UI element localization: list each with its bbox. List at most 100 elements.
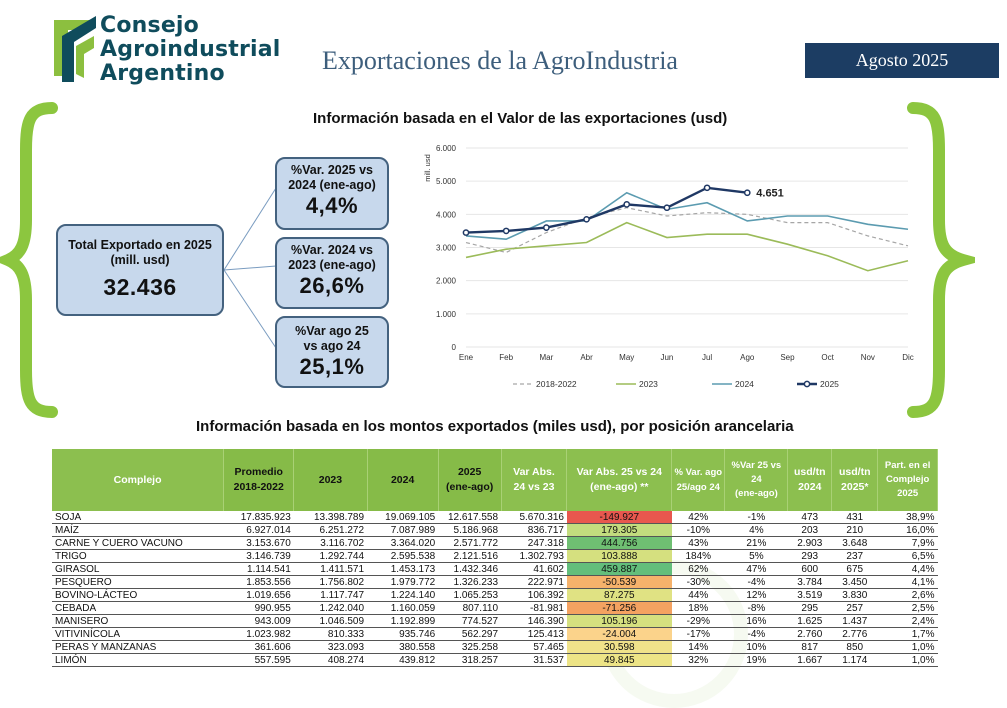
- col-varago: % Var. ago 25/ago 24: [671, 449, 726, 511]
- table-row: LIMÓN 557.595 408.274 439.812 318.257 31.537 4…: [52, 653, 938, 667]
- cell-tn24: 293: [787, 549, 832, 563]
- x-tick-label: Dic: [902, 353, 914, 362]
- col-varabs25: Var Abs. 25 vs 24 (ene-ago) **: [566, 449, 673, 511]
- table-row: CARNE Y CUERO VACUNO 3.153.670 3.116.702 3.…: [52, 536, 938, 550]
- table-row: CEBADA 990.955 1.242.040 1.160.059 807.110 -8…: [52, 601, 938, 615]
- cell-vago: 32%: [671, 653, 725, 667]
- cell-prom: 6.927.014: [223, 523, 294, 537]
- cell-tn24: 295: [787, 601, 832, 615]
- cell-prom: 361.606: [223, 640, 294, 654]
- cell-tn24: 2.760: [787, 627, 832, 641]
- cell-vago: 18%: [671, 601, 725, 615]
- cell-va25: 103.888: [566, 549, 672, 563]
- cell-va25: -50.539: [566, 575, 672, 589]
- cell-va25: 49.845: [566, 653, 672, 667]
- cell-y24: 19.069.105: [367, 511, 439, 524]
- var-2025-card: %Var. 2025 vs 2024 (ene-ago) 4,4%: [275, 157, 389, 230]
- y-tick-label: 0: [452, 343, 457, 352]
- cell-va25: 30.598: [566, 640, 672, 654]
- x-tick-label: Oct: [821, 353, 834, 362]
- cell-tn25: 1.174: [831, 653, 878, 667]
- cell-va25: -71.256: [566, 601, 672, 615]
- table-row: TRIGO 3.146.739 1.292.744 2.595.538 2.121.51…: [52, 549, 938, 563]
- data-label-2025-ago: 4.651: [756, 188, 784, 200]
- cell-tn25: 210: [831, 523, 878, 537]
- cell-y25: 318.257: [438, 653, 502, 667]
- table-row: SOJA 17.835.923 13.398.789 19.069.105 12.617…: [52, 511, 938, 524]
- var-aug-label-2: vs ago 24: [303, 339, 361, 353]
- total-value: 32.436: [103, 274, 177, 300]
- var-aug-card: %Var ago 25 vs ago 24 25,1%: [275, 316, 389, 388]
- cell-part: 4,1%: [877, 575, 938, 589]
- cell-y24: 935.746: [367, 627, 439, 641]
- x-tick-label: Abr: [580, 353, 593, 362]
- cell-vago: 14%: [671, 640, 725, 654]
- connector-lines: [223, 187, 277, 349]
- series-2025-point: [583, 215, 590, 223]
- cell-name: MAÍZ: [52, 523, 224, 537]
- cell-vago: -10%: [671, 523, 725, 537]
- cell-v2524: 21%: [724, 536, 788, 550]
- logo-mark-icon: [54, 16, 96, 82]
- cell-vago: 43%: [671, 536, 725, 550]
- section-tariff-title: Información basada en los montos exporta…: [196, 418, 794, 435]
- cell-y24: 380.558: [367, 640, 439, 654]
- table-row: PERAS Y MANZANAS 361.606 323.093 380.558 325…: [52, 640, 938, 654]
- y-tick-label: 6.000: [436, 144, 457, 153]
- x-tick-label: Jul: [702, 353, 712, 362]
- cell-prom: 1.853.556: [223, 575, 294, 589]
- cell-y25: 2.571.772: [438, 536, 502, 550]
- cell-y25: 807.110: [438, 601, 502, 615]
- cell-vago: -30%: [671, 575, 725, 589]
- col-2023: 2023: [293, 449, 368, 511]
- cell-y23: 3.116.702: [293, 536, 368, 550]
- table-row: BOVINO-LÁCTEO 1.019.656 1.117.747 1.224.140…: [52, 588, 938, 602]
- col-promedio: Promedio 2018-2022: [223, 449, 295, 511]
- cell-v2524: -4%: [724, 575, 788, 589]
- cell-part: 1,0%: [877, 653, 938, 667]
- cell-va25: 444.756: [566, 536, 672, 550]
- cell-tn25: 850: [831, 640, 878, 654]
- cell-va: 1.302.793: [501, 549, 567, 563]
- cell-v2524: -8%: [724, 601, 788, 615]
- total-label: Total Exportado en 2025: [68, 238, 212, 252]
- cell-prom: 3.153.670: [223, 536, 294, 550]
- cell-y23: 1.046.509: [293, 614, 368, 628]
- col-usdtn25: usd/tn 2025*: [831, 449, 879, 511]
- cell-va25: 459.887: [566, 562, 672, 576]
- series-2025-point: [703, 184, 711, 192]
- cell-y25: 1.432.346: [438, 562, 502, 576]
- legend-marker-2025: [803, 380, 811, 388]
- cell-tn25: 3.450: [831, 575, 878, 589]
- cell-v2524: -1%: [724, 511, 788, 524]
- cell-tn25: 431: [831, 511, 878, 524]
- x-tick-label: Jun: [660, 353, 673, 362]
- cell-part: 2,5%: [877, 601, 938, 615]
- y-tick-label: 5.000: [436, 177, 457, 186]
- cell-y24: 1.453.173: [367, 562, 439, 576]
- x-tick-label: Nov: [861, 353, 875, 362]
- cell-name: MANISERO: [52, 614, 224, 628]
- col-complejo: Complejo: [52, 449, 225, 511]
- cell-y23: 408.274: [293, 653, 368, 667]
- x-tick-label: Mar: [539, 353, 553, 362]
- cell-part: 4,4%: [877, 562, 938, 576]
- cell-v2524: 47%: [724, 562, 788, 576]
- var-2025-label-1: %Var. 2025 vs: [290, 163, 374, 177]
- cell-va: 836.717: [501, 523, 567, 537]
- exports-table: Complejo Promedio 2018-2022 2023 2024 202…: [52, 449, 938, 667]
- cell-prom: 3.146.739: [223, 549, 294, 563]
- var-2024-card: %Var. 2024 vs 2023 (ene-ago) 26,6%: [275, 237, 389, 309]
- cell-part: 1,0%: [877, 640, 938, 654]
- cell-va: 222.971: [501, 575, 567, 589]
- cell-va: 5.670.316: [501, 511, 567, 524]
- cell-vago: -29%: [671, 614, 725, 628]
- cell-name: LIMÓN: [52, 653, 224, 667]
- x-tick-label: Ago: [740, 353, 755, 362]
- cell-y25: 1.065.253: [438, 588, 502, 602]
- cell-va25: 87.275: [566, 588, 672, 602]
- date-text: Agosto 2025: [855, 50, 949, 70]
- table-row: VITIVINÍCOLA 1.023.982 810.333 935.746 562.2…: [52, 627, 938, 641]
- series-line-2025: [465, 186, 748, 234]
- var-2024-label-2: 2023 (ene-ago): [288, 258, 376, 272]
